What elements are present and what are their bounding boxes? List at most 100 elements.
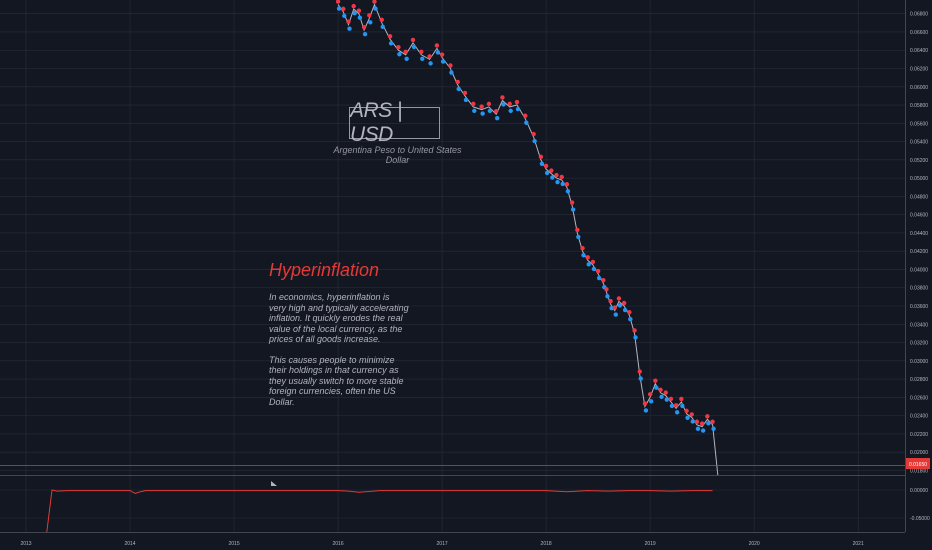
down-marker [456,86,461,92]
down-marker [397,52,402,57]
down-marker [342,13,347,19]
down-marker [428,61,433,66]
price-tick-label: 0.06400 [910,48,928,54]
up-marker [379,17,384,23]
down-marker [654,385,659,390]
up-marker [341,6,346,12]
pair-subtitle: Argentina Peso to United States Dollar [333,145,462,165]
time-axis[interactable]: 2013 2014 2015 2016 2017 2018 2019 2020 2021 [20,541,864,547]
down-marker [368,20,373,25]
price-axis[interactable]: 0.06800 0.06600 0.06400 0.06200 0.06000 0.058… [910,12,930,522]
down-marker [501,102,506,107]
pair-title-badge: ARS | USD [349,99,440,146]
time-tick-label: 2018 [541,541,552,547]
down-marker [648,399,654,404]
down-marker [373,6,378,11]
price-tick-label: 0.06800 [910,12,928,18]
price-series-line [337,3,719,476]
time-tick-label: 2015 [228,541,239,547]
down-marker [357,15,363,20]
up-marker [549,168,554,173]
price-tick-label: 0.04800 [910,194,928,200]
down-marker [586,262,591,267]
down-marker [669,403,675,409]
price-tick-label: 0.02200 [910,432,928,438]
down-marker [404,56,409,62]
up-marker [632,328,637,333]
down-marker [643,408,649,413]
time-tick-label: 2021 [853,541,864,547]
note-paragraph-1: In economics, hyperinflation is very hig… [269,292,409,344]
indicator-series-line [46,489,713,533]
up-marker [486,101,492,107]
price-tick-label: 0.02000 [910,450,928,456]
up-marker [601,277,606,283]
down-marker [680,403,685,409]
up-marker [653,378,658,383]
down-marker [565,189,571,194]
up-marker [439,52,445,57]
down-marker [480,111,485,116]
price-tick-label: 0.02600 [910,395,928,401]
up-marker [514,99,520,105]
grid-lines [0,0,905,532]
up-marker [575,227,580,233]
down-marker [515,106,521,112]
down-marker [570,207,576,212]
down-marker [508,108,513,114]
up-marker [705,414,710,419]
down-marker [524,120,529,125]
indicator-tick-label: -0.05000 [910,516,930,522]
up-marker [335,0,341,4]
indicator-marker-icon [271,481,277,486]
up-marker [507,101,512,107]
up-marker [569,200,575,205]
price-tick-label: 0.06600 [910,30,928,36]
current-price-line: 0.01650 [0,458,930,469]
down-marker [336,6,342,11]
up-marker [554,172,559,178]
current-price-badge [906,458,930,469]
note-body: In economics, hyperinflation is very hig… [269,292,409,417]
up-marker [538,154,544,160]
up-marker [604,287,609,292]
up-marker [668,396,674,402]
down-marker [435,50,441,55]
time-tick-label: 2013 [20,541,31,547]
up-marker [419,49,424,55]
price-tick-label: 0.04400 [910,231,928,237]
up-marker [493,108,499,114]
up-marker [663,390,668,395]
indicator-line [46,489,713,533]
down-marker [555,179,560,185]
up-marker [658,387,663,392]
down-marker [539,161,545,167]
up-marker [608,298,613,304]
down-marker [605,294,610,299]
price-tick-label: 0.06200 [910,67,928,73]
price-tick-label: 0.04200 [910,249,928,255]
down-marker [711,426,716,431]
up-marker [387,34,393,39]
down-marker [550,175,555,180]
down-marker [613,312,618,317]
up-marker [448,63,453,68]
up-marker [351,3,356,9]
up-marker [647,392,653,397]
down-marker [362,31,368,37]
price-tick-label: 0.04600 [910,213,928,219]
up-marker [396,45,401,50]
price-tick-label: 0.02400 [910,414,928,420]
price-tick-label: 0.03200 [910,341,928,347]
down-marker [581,253,586,258]
note-title: Hyperinflation [269,260,380,280]
down-marker [628,316,633,322]
down-marker [420,56,425,62]
up-marker [531,131,536,137]
price-tick-label: 0.03800 [910,286,928,292]
down-marker [617,303,623,308]
time-tick-label: 2017 [437,541,448,547]
up-marker [372,0,377,4]
